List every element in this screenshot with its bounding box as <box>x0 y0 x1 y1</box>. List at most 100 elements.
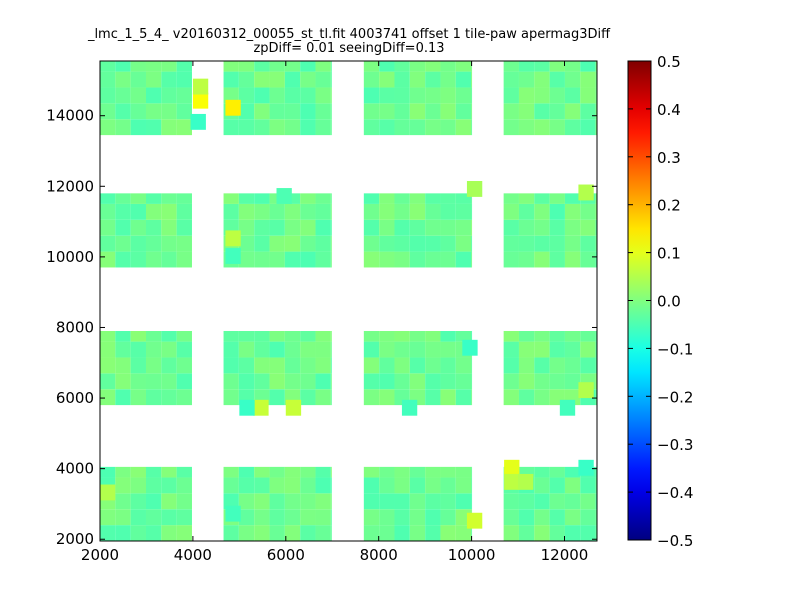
heatmap-cell <box>534 341 550 358</box>
heatmap-cell <box>161 373 177 390</box>
heatmap-cell <box>394 193 410 204</box>
heatmap-cell <box>564 466 581 478</box>
heatmap-cell <box>549 119 565 136</box>
heatmap-cell <box>595 203 597 220</box>
heatmap-cell <box>455 219 472 236</box>
heatmap-cell <box>379 71 395 88</box>
heatmap-cell <box>145 373 162 390</box>
heatmap-cell <box>269 509 285 526</box>
heatmap-cell <box>363 235 380 252</box>
heatmap-cell <box>503 219 519 236</box>
heatmap-cell <box>269 373 285 390</box>
heatmap-cell <box>223 119 239 136</box>
heatmap-cell <box>284 466 301 478</box>
heatmap-cell <box>130 357 146 374</box>
heatmap-cell <box>269 341 285 358</box>
heatmap-cell <box>315 235 331 252</box>
colorbar-tick-label: 0.2 <box>657 197 681 215</box>
heatmap-cell <box>284 509 301 526</box>
heatmap-cell <box>425 466 441 478</box>
heatmap-cell <box>130 477 146 494</box>
heatmap-cell <box>130 203 146 220</box>
heatmap-cell <box>549 71 565 88</box>
heatmap-cell <box>100 87 116 104</box>
heatmap-cell <box>225 230 241 247</box>
heatmap-cell <box>564 235 581 252</box>
heatmap-cell <box>300 203 316 220</box>
heatmap-cell <box>176 341 192 358</box>
heatmap-cell <box>401 399 418 416</box>
heatmap-cell <box>176 61 192 72</box>
heatmap-cell <box>269 389 285 406</box>
heatmap-cell <box>300 219 316 236</box>
heatmap-cell <box>425 61 441 72</box>
heatmap-cell <box>549 61 565 72</box>
heatmap-cell <box>534 119 550 136</box>
x-tick-label: 10000 <box>448 546 496 564</box>
heatmap-cell <box>223 87 239 104</box>
heatmap-cell <box>315 373 331 390</box>
heatmap-cell <box>425 235 441 252</box>
heatmap-cell <box>534 509 550 526</box>
heatmap-cell <box>471 477 473 494</box>
heatmap-cell <box>330 373 332 390</box>
heatmap-cell <box>580 509 596 526</box>
heatmap-cell <box>440 373 456 390</box>
heatmap-cell <box>254 235 270 252</box>
heatmap-cell <box>300 193 316 204</box>
heatmap-cell <box>300 493 316 510</box>
heatmap-cell <box>440 477 456 494</box>
heatmap-cell <box>223 477 239 494</box>
heatmap-cell <box>161 466 177 478</box>
heatmap-cell <box>254 341 270 358</box>
heatmap-cell <box>471 251 473 268</box>
heatmap-cell <box>564 71 581 88</box>
heatmap-cell <box>315 251 331 268</box>
heatmap-cell <box>394 87 410 104</box>
heatmap-cell <box>130 331 146 342</box>
heatmap-cell <box>315 87 331 104</box>
heatmap-cell <box>379 331 395 342</box>
heatmap-cell <box>115 193 131 204</box>
heatmap-cell <box>284 203 301 220</box>
heatmap-cell <box>518 193 535 204</box>
heatmap-cell <box>254 331 270 342</box>
heatmap-cell <box>466 181 483 197</box>
heatmap-cell <box>455 389 472 406</box>
heatmap-cell <box>503 341 519 358</box>
heatmap-cell <box>471 219 473 236</box>
heatmap-cell <box>503 103 519 120</box>
heatmap-cell <box>161 357 177 374</box>
heatmap-cell <box>223 341 239 358</box>
heatmap-cell <box>534 235 550 252</box>
heatmap-cell <box>115 373 131 390</box>
heatmap-cell <box>580 87 596 104</box>
heatmap-cell <box>455 357 472 374</box>
heatmap-cell <box>580 477 596 494</box>
heatmap-cell <box>269 103 285 120</box>
heatmap-cell <box>269 119 285 136</box>
heatmap-cell <box>534 525 550 541</box>
colorbar-tick-label: −0.5 <box>657 532 693 550</box>
heatmap-cell <box>176 477 192 494</box>
heatmap-cell <box>409 71 426 88</box>
heatmap-cell <box>284 61 301 72</box>
heatmap-cell <box>254 219 270 236</box>
heatmap-cell <box>363 219 380 236</box>
heatmap-cell <box>284 525 301 541</box>
heatmap-cell <box>471 61 473 72</box>
heatmap-cell <box>409 219 426 236</box>
heatmap-cell <box>161 119 177 136</box>
colorbar-tick-label: −0.1 <box>657 340 693 358</box>
heatmap-cell <box>425 203 441 220</box>
heatmap-cell <box>100 71 116 88</box>
heatmap-cell <box>549 357 565 374</box>
heatmap-cell <box>315 493 331 510</box>
heatmap-cell <box>425 493 441 510</box>
colorbar-tick-label: 0.4 <box>657 101 681 119</box>
heatmap-cell <box>145 341 162 358</box>
heatmap-cell <box>580 119 596 136</box>
heatmap-cell <box>330 509 332 526</box>
heatmap-cell <box>471 466 473 478</box>
heatmap-cell <box>595 331 597 342</box>
